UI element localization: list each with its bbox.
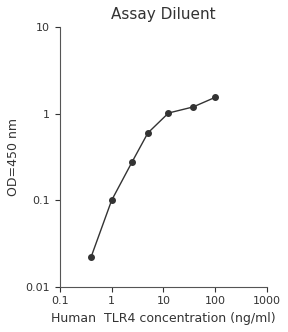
X-axis label: Human  TLR4 concentration (ng/ml): Human TLR4 concentration (ng/ml) (51, 312, 276, 325)
Y-axis label: OD=450 nm: OD=450 nm (7, 118, 20, 196)
Title: Assay Diluent: Assay Diluent (111, 7, 216, 22)
